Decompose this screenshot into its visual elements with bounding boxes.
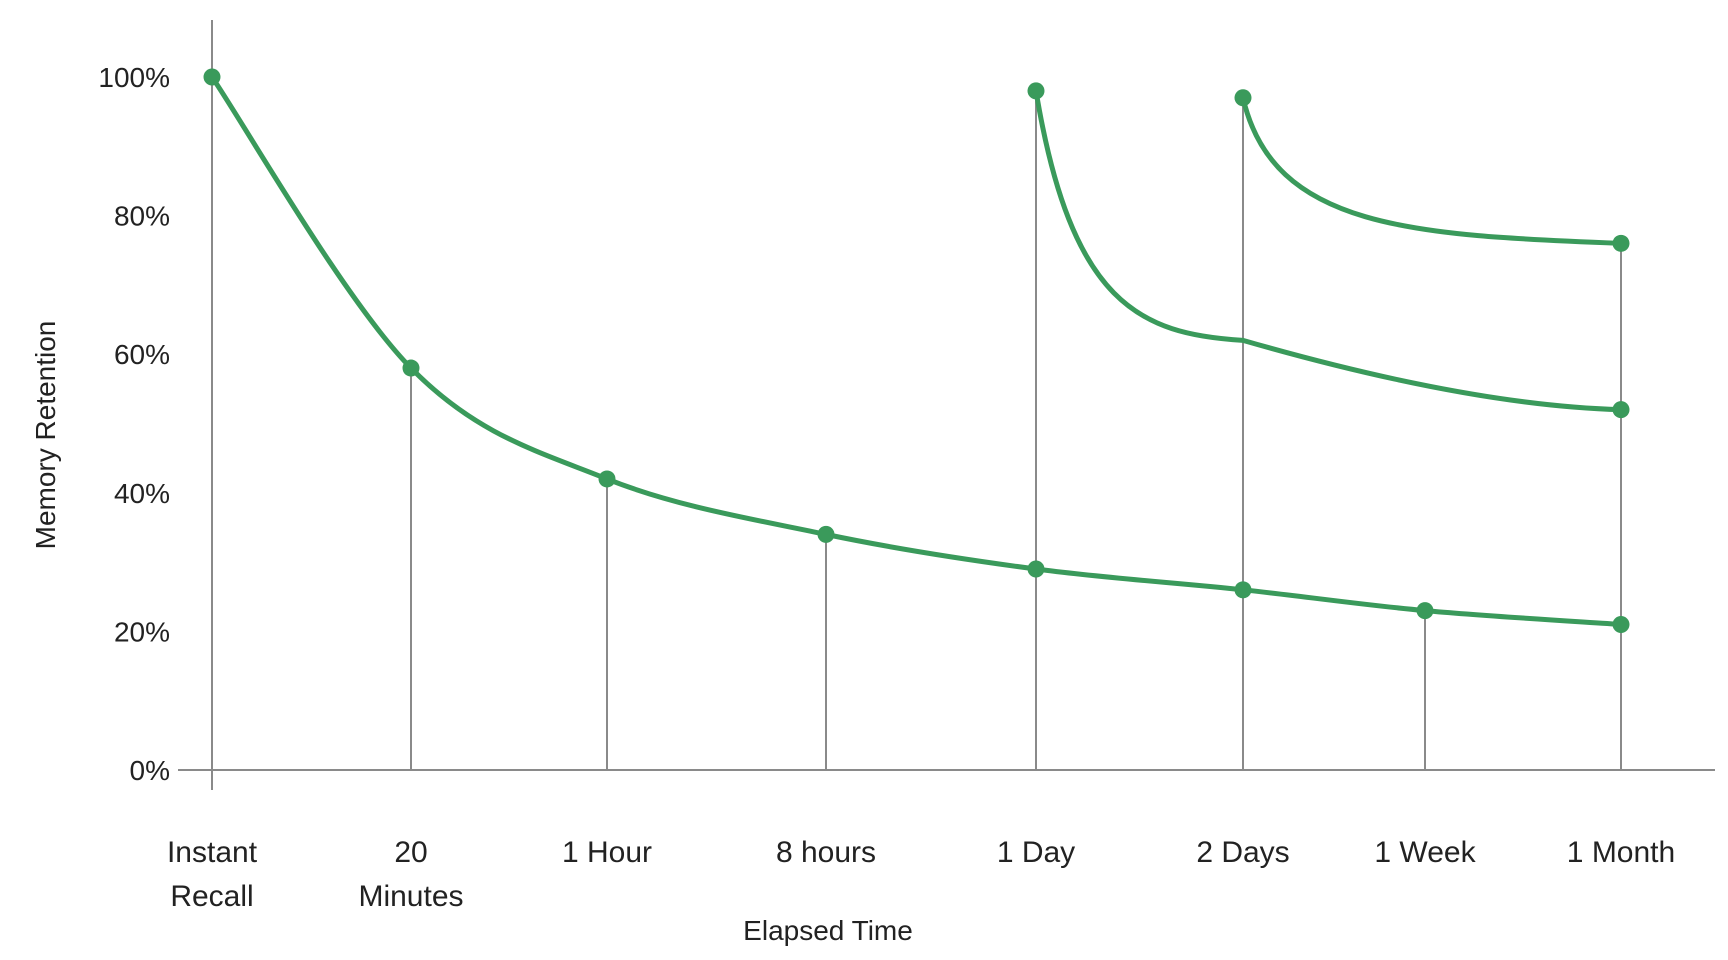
data-point-3 bbox=[817, 525, 835, 543]
markers bbox=[203, 68, 1630, 633]
data-point-1 bbox=[402, 359, 420, 377]
x-axis-title: Elapsed Time bbox=[743, 915, 913, 946]
series-line-1 bbox=[1033, 88, 1624, 413]
y-tick-label: 40% bbox=[114, 478, 170, 509]
x-tick-label: 1 Month bbox=[1567, 836, 1675, 869]
data-point-10 bbox=[1234, 89, 1252, 107]
y-axis-title: Memory Retention bbox=[30, 321, 61, 550]
y-tick-label: 20% bbox=[114, 616, 170, 647]
axes bbox=[178, 20, 1715, 790]
data-point-11 bbox=[1612, 234, 1630, 252]
series-line-2 bbox=[1240, 95, 1624, 246]
x-tick-label: 20 bbox=[394, 836, 427, 869]
x-tick-label: Instant bbox=[167, 836, 258, 869]
y-tick-label: 80% bbox=[114, 201, 170, 232]
drop-lines bbox=[211, 77, 1622, 770]
data-point-0 bbox=[203, 68, 221, 86]
data-point-8 bbox=[1027, 82, 1045, 100]
data-point-4 bbox=[1027, 560, 1045, 578]
series-line-0 bbox=[209, 74, 1624, 627]
x-tick-label: 8 hours bbox=[776, 836, 876, 869]
data-point-7 bbox=[1612, 615, 1630, 633]
data-point-9 bbox=[1612, 401, 1630, 419]
x-tick-label: 1 Day bbox=[997, 836, 1075, 869]
x-tick-label: 1 Week bbox=[1374, 836, 1476, 869]
curves bbox=[209, 74, 1624, 627]
x-tick-labels: Instant Recall 20 Minutes 1 Hour 8 hours 1 Day… bbox=[167, 836, 1675, 913]
y-tick-label: 100% bbox=[98, 62, 170, 93]
y-tick-labels: 0% 20% 40% 60% 80% 100% bbox=[98, 62, 170, 786]
x-tick-label: 1 Hour bbox=[562, 836, 652, 869]
y-tick-label: 0% bbox=[130, 755, 170, 786]
x-tick-label: Recall bbox=[170, 880, 253, 913]
data-point-2 bbox=[598, 470, 616, 488]
data-point-6 bbox=[1416, 602, 1434, 620]
data-point-5 bbox=[1234, 581, 1252, 599]
x-tick-label: Minutes bbox=[358, 880, 463, 913]
x-tick-label: 2 Days bbox=[1196, 836, 1289, 869]
y-tick-label: 60% bbox=[114, 339, 170, 370]
